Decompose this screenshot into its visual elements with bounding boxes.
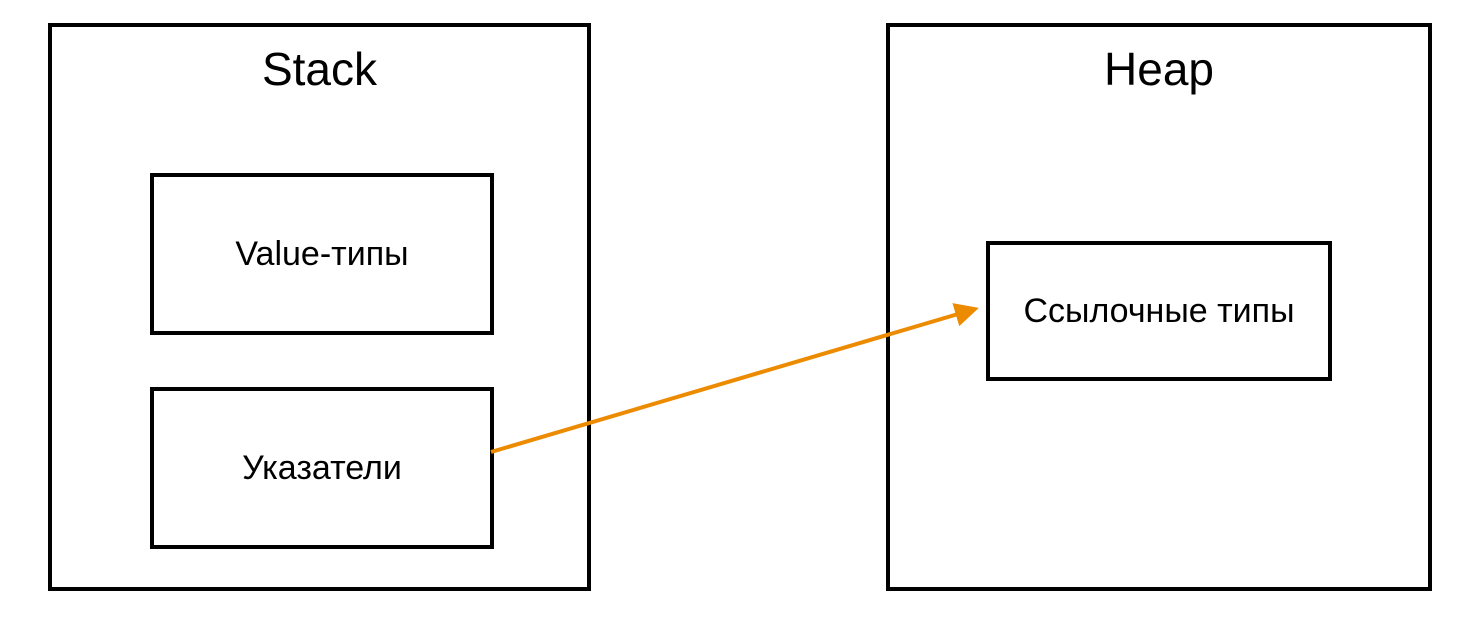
- value-types-box: Value-типы: [150, 173, 494, 335]
- value-types-label: Value-типы: [235, 235, 409, 273]
- reference-types-box: Ссылочные типы: [986, 241, 1332, 381]
- reference-types-label: Ссылочные типы: [1023, 292, 1295, 330]
- heap-region: Heap Ссылочные типы: [886, 23, 1432, 591]
- stack-region: Stack Value-типы Указатели: [48, 23, 591, 591]
- stack-title: Stack: [261, 43, 378, 95]
- pointers-box: Указатели: [150, 387, 494, 549]
- pointers-label: Указатели: [242, 449, 402, 487]
- heap-title: Heap: [1104, 43, 1214, 95]
